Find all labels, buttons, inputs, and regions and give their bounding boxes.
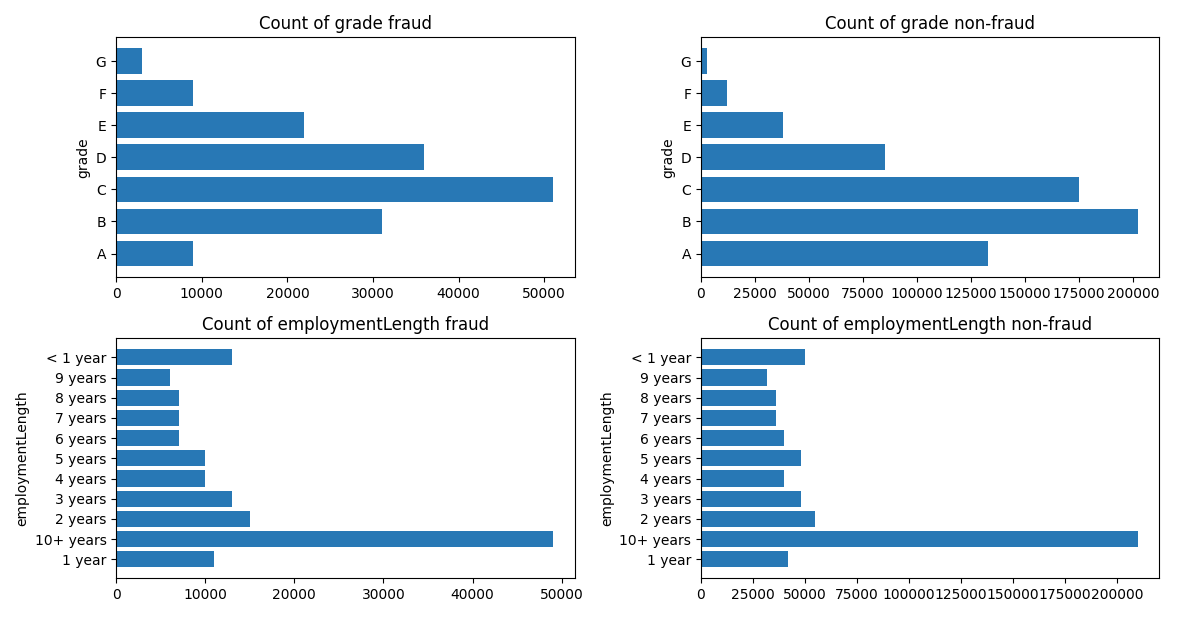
Bar <box>701 209 1138 234</box>
Bar <box>701 470 784 487</box>
Bar <box>117 531 553 547</box>
Bar <box>117 511 250 527</box>
Bar <box>701 112 783 138</box>
Y-axis label: grade: grade <box>661 137 674 178</box>
Bar <box>117 370 169 386</box>
Bar <box>117 470 205 487</box>
Bar <box>117 410 179 426</box>
Bar <box>701 176 1079 202</box>
Bar <box>117 491 232 507</box>
Title: Count of employmentLength non-fraud: Count of employmentLength non-fraud <box>769 316 1092 334</box>
Bar <box>117 209 381 234</box>
Bar <box>701 48 707 74</box>
Y-axis label: grade: grade <box>77 137 91 178</box>
Title: Count of grade fraud: Count of grade fraud <box>259 15 432 33</box>
Bar <box>701 80 727 106</box>
Bar <box>701 511 816 527</box>
Bar <box>701 410 776 426</box>
Y-axis label: employmentLength: employmentLength <box>15 391 29 526</box>
Y-axis label: employmentLength: employmentLength <box>600 391 613 526</box>
Bar <box>701 430 784 446</box>
Bar <box>701 450 800 466</box>
Bar <box>701 551 789 568</box>
Bar <box>701 144 885 170</box>
Bar <box>117 450 205 466</box>
Bar <box>117 144 425 170</box>
Title: Count of employmentLength fraud: Count of employmentLength fraud <box>201 316 488 334</box>
Bar <box>701 370 767 386</box>
Bar <box>701 349 805 365</box>
Bar <box>701 531 1138 547</box>
Bar <box>117 176 553 202</box>
Bar <box>117 241 193 267</box>
Bar <box>701 389 776 406</box>
Bar <box>701 491 800 507</box>
Bar <box>701 241 989 267</box>
Title: Count of grade non-fraud: Count of grade non-fraud <box>825 15 1036 33</box>
Bar <box>117 80 193 106</box>
Bar <box>117 112 305 138</box>
Bar <box>117 430 179 446</box>
Bar <box>117 48 142 74</box>
Bar <box>117 389 179 406</box>
Bar <box>117 349 232 365</box>
Bar <box>117 551 214 568</box>
